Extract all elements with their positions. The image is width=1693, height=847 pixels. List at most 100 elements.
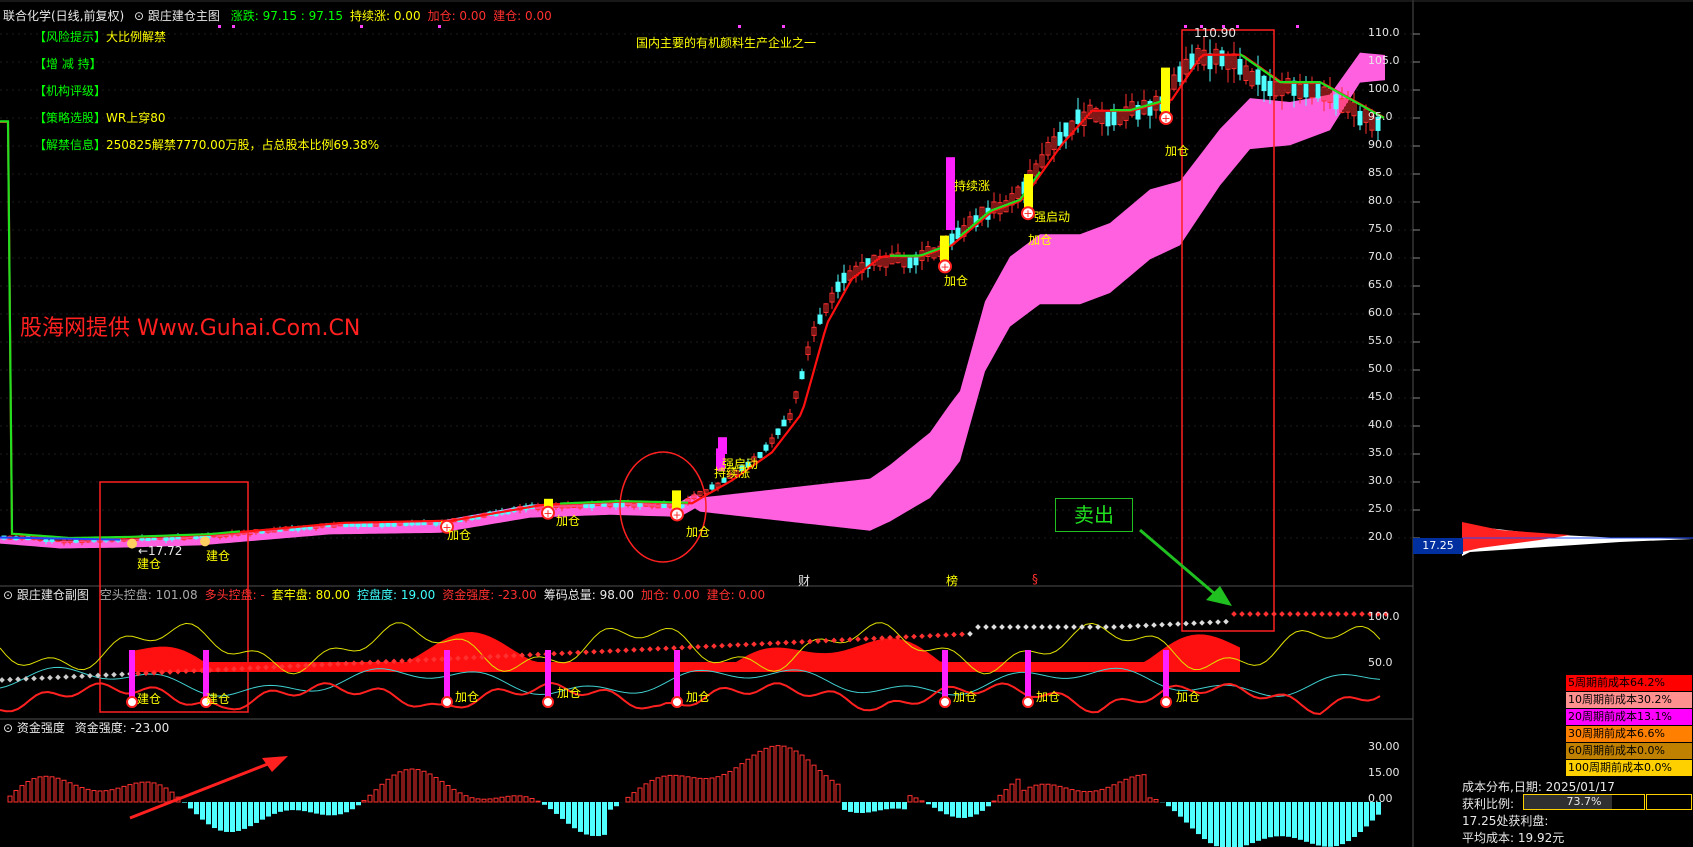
candle <box>1321 86 1327 102</box>
candle <box>661 503 667 508</box>
signal-bar <box>1161 67 1170 113</box>
sub1-signal-circle <box>1160 696 1172 708</box>
chevron-down-icon[interactable]: ⊙ <box>134 9 145 23</box>
info-tag: 【机构评级】 <box>34 84 107 98</box>
sub2-y-tick: 30.00 <box>1368 740 1400 753</box>
event-dot <box>738 25 741 28</box>
sub1-dot <box>215 666 221 673</box>
sub1-dot <box>559 650 565 657</box>
candle <box>835 281 841 292</box>
candle <box>709 484 715 490</box>
sub2-bar <box>37 776 43 803</box>
indicator-name[interactable]: 跟庄建仓主图 <box>147 9 220 23</box>
sub2-bar <box>907 795 913 803</box>
sub2-bar <box>1340 802 1345 845</box>
sub1-dot <box>1279 611 1285 617</box>
sub2-bar <box>236 802 241 831</box>
sub2-bar <box>266 802 271 817</box>
sub2-bar <box>1286 802 1291 837</box>
candle <box>1135 104 1141 120</box>
sub1-dot <box>295 663 301 669</box>
chevron-down-icon[interactable]: ⊙ <box>3 721 14 735</box>
candle <box>403 521 409 526</box>
sub1-dot <box>815 638 821 644</box>
sub1-dot <box>911 633 917 640</box>
candle <box>1237 58 1243 75</box>
sub2-bar <box>884 802 889 810</box>
sub1-header: ⊙ 跟庄建仓副图 空头控盘: 101.08 多头控盘: - 套牢盘: 80.00 控盘… <box>3 587 765 603</box>
sub1-dot <box>327 661 333 668</box>
low-price-label: ←17.72 <box>138 544 183 558</box>
sub1-dot <box>407 657 413 664</box>
candle <box>763 444 769 451</box>
sub2-bar <box>1111 784 1117 803</box>
sub2-bar <box>224 802 229 832</box>
sub2-bar <box>350 802 355 810</box>
sub1-dot <box>1023 624 1029 630</box>
sub2-bar <box>499 796 505 803</box>
sub1-dot <box>895 634 901 641</box>
candle <box>811 326 817 336</box>
y-tick: 105.0 <box>1368 54 1400 67</box>
sub1-dot <box>1295 611 1301 617</box>
sub1-dot <box>759 640 765 647</box>
sub1-dot <box>15 676 21 683</box>
sub2-bar <box>1075 790 1081 803</box>
sub1-dot <box>1375 611 1381 617</box>
sub2-bar <box>781 745 787 803</box>
sub1-dot <box>1239 611 1245 617</box>
candle <box>1357 110 1363 126</box>
sub1-dot <box>735 642 741 648</box>
sub2-bar <box>1184 802 1189 823</box>
sub2-bar <box>61 779 67 803</box>
sub2-bar <box>115 787 121 803</box>
stock-title[interactable]: 联合化学(日线,前复权) <box>3 9 125 23</box>
sub1-dot <box>551 650 557 657</box>
sub2-bar <box>73 784 79 803</box>
sub2-bar <box>799 754 805 803</box>
sub1-item: 筹码总量: 98.00 <box>543 588 634 602</box>
signal-bar <box>716 448 725 471</box>
sub2-bar <box>997 794 1003 803</box>
sub2-bar <box>385 778 391 803</box>
sub1-item: 空头控盘: 101.08 <box>99 588 198 602</box>
sub1-title[interactable]: 跟庄建仓副图 <box>16 588 89 602</box>
sub2-bar <box>986 802 991 807</box>
chevron-down-icon[interactable]: ⊙ <box>3 588 14 602</box>
profit-bar-end <box>1646 794 1692 810</box>
candle <box>361 522 367 527</box>
sub2-bar <box>1123 778 1129 803</box>
sub1-dot <box>223 666 229 673</box>
sub2-bar <box>745 758 751 803</box>
sub1-dot <box>1207 619 1213 626</box>
sub2-bar <box>7 795 13 803</box>
sub2-bar <box>320 802 325 815</box>
signal-circle <box>938 259 952 274</box>
sub2-bar <box>566 802 571 824</box>
sub2-bar <box>1166 802 1171 807</box>
sub1-dot <box>479 654 485 660</box>
sub1-dot <box>1103 624 1109 630</box>
sub2-bar <box>1105 786 1111 803</box>
sub2-bar <box>1334 802 1339 847</box>
sub1-dot <box>847 636 853 643</box>
sub1-signal-label: 加仓 <box>455 690 480 704</box>
signal-plus: + <box>1023 207 1032 220</box>
sub1-dot <box>919 633 925 639</box>
sub2-bar <box>1370 802 1375 821</box>
candle <box>613 502 619 508</box>
sub1-dot <box>47 674 53 681</box>
sub1-dot <box>1255 611 1261 617</box>
sub2-title[interactable]: 资金强度 <box>16 721 65 735</box>
sub2-bar <box>103 790 109 803</box>
sub1-dot <box>631 647 637 653</box>
profit-label: 获利比例: <box>1462 797 1515 811</box>
profit-bar: 73.7% <box>1523 794 1645 810</box>
sub1-dot <box>663 645 669 652</box>
sub2-bar <box>1153 798 1159 803</box>
sub1-dot <box>175 668 181 675</box>
sub2-y-tick: 15.00 <box>1368 766 1400 779</box>
sub2-bar <box>835 783 841 803</box>
y-tick: 90.0 <box>1368 138 1393 151</box>
y-tick: 75.0 <box>1368 222 1393 235</box>
